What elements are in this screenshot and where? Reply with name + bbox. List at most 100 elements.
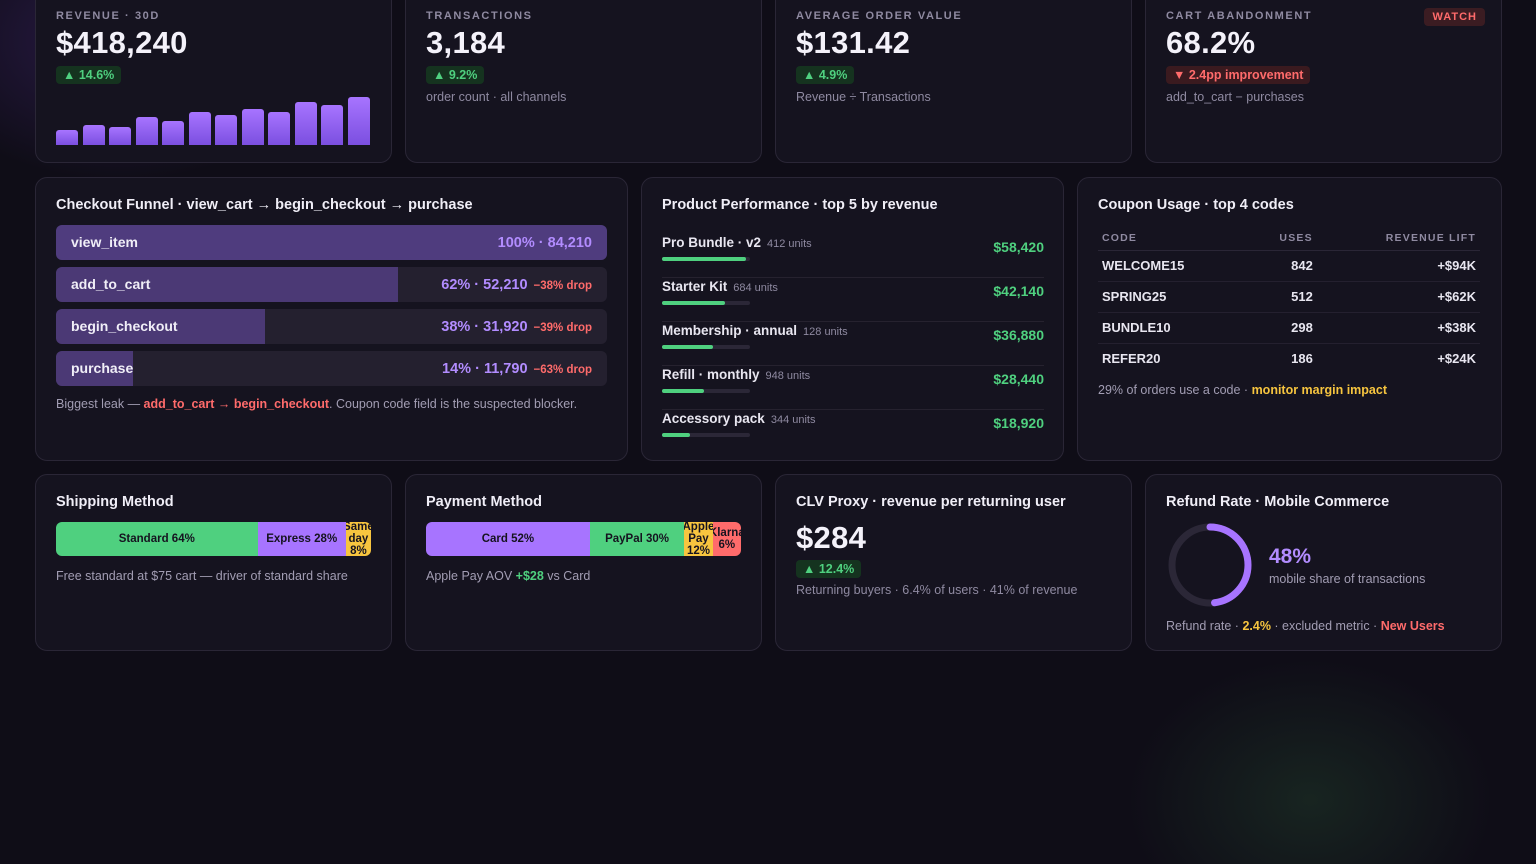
coupon-uses: 842: [1248, 250, 1317, 282]
product-units: 344 units: [770, 414, 816, 426]
funnel-step-name: add_to_cart: [71, 276, 151, 292]
funnel-step-stats: 38% · 31,920 −39% drop: [441, 309, 592, 344]
product-revenue: $58,420: [993, 239, 1044, 255]
footnote-text: Refund rate ·: [1166, 619, 1243, 633]
kpi-subtext: order count · all channels: [426, 90, 567, 104]
donut-arc: [1168, 523, 1252, 607]
footnote-highlight: New Users: [1380, 619, 1445, 633]
funnel-row[interactable]: begin_checkout 38% · 31,920 −39% drop: [56, 309, 607, 344]
sparkline-bar: [215, 114, 237, 145]
footnote-text: Apple Pay AOV: [426, 569, 516, 583]
table-row[interactable]: WELCOME15 842 +$94K: [1098, 250, 1480, 282]
shipping-segment[interactable]: Standard 64%: [56, 522, 258, 556]
product-units: 412 units: [767, 238, 812, 250]
funnel-bar-fill: [56, 225, 607, 260]
card-title: CLV Proxy · revenue per returning user: [796, 494, 1066, 510]
funnel-step-value: 62% · 52,210: [441, 277, 528, 293]
coupon-code: BUNDLE10: [1098, 312, 1249, 344]
coupon-footnote: 29% of orders use a code · monitor margi…: [1098, 383, 1387, 397]
kpi-card-transactions[interactable]: TRANSACTIONS 3,184 ▲ 9.2% order count · …: [405, 0, 762, 163]
kpi-delta-badge: ▲ 4.9%: [796, 66, 855, 84]
kpi-value: $418,240: [56, 25, 188, 60]
kpi-delta-badge: ▼ 2.4pp improvement: [1166, 66, 1311, 84]
sparkline-bar: [347, 97, 370, 145]
clv-subtext: Returning buyers · 6.4% of users · 41% o…: [796, 583, 1078, 597]
funnel-step-stats: 62% · 52,210 −38% drop: [441, 267, 592, 302]
funnel-row[interactable]: purchase 14% · 11,790 −63% drop: [56, 351, 607, 386]
product-share-bar: [662, 389, 705, 393]
sparkline-bar: [268, 111, 290, 145]
product-name: Accessory pack: [662, 411, 765, 426]
checkout-funnel-card: Checkout Funnel · view_cart → begin_chec…: [35, 177, 628, 461]
coupon-uses: 512: [1248, 281, 1317, 313]
funnel-step-value: 38% · 31,920: [441, 319, 528, 335]
kpi-subtext: add_to_cart − purchases: [1166, 90, 1304, 104]
product-share-bar: [662, 257, 747, 261]
funnel-drop-rate: −38% drop: [533, 280, 592, 292]
funnel-step-value: 100% · 84,210: [497, 235, 592, 251]
refund-footnote: Refund rate · 2.4% · excluded metric · N…: [1166, 619, 1445, 633]
coupon-revenue-lift: +$24K: [1437, 351, 1476, 367]
payment-segment[interactable]: Apple Pay 12%: [684, 522, 713, 556]
table-row[interactable]: BUNDLE10 298 +$38K: [1098, 312, 1480, 344]
kpi-subtext: Revenue ÷ Transactions: [796, 90, 931, 104]
product-row[interactable]: Accessory pack 344 units $18,920: [662, 410, 1044, 454]
product-units: 684 units: [733, 282, 778, 294]
sparkline-bar: [82, 124, 105, 145]
payment-segment[interactable]: PayPal 30%: [589, 522, 685, 556]
coupon-revenue-lift: +$38K: [1316, 312, 1480, 344]
payment-segment[interactable]: Card 52%: [426, 522, 590, 556]
funnel-row[interactable]: add_to_cart 62% · 52,210 −38% drop: [56, 267, 607, 302]
product-row[interactable]: Membership · annual 128 units $36,880: [662, 322, 1044, 366]
kpi-card-aov[interactable]: AVERAGE ORDER VALUE $131.42 ▲ 4.9% Reven…: [775, 0, 1132, 163]
product-name: Pro Bundle · v2: [662, 235, 762, 250]
product-share-track: [662, 257, 750, 261]
kpi-value: 3,184: [426, 25, 506, 60]
product-name: Starter Kit: [662, 279, 728, 294]
kpi-card-revenue[interactable]: REVENUE · 30D $418,240 ▲ 14.6%: [35, 0, 392, 163]
coupon-revenue-lift: +$94K: [1316, 250, 1480, 282]
funnel-step-value: 14% · 11,790: [442, 361, 528, 377]
product-row[interactable]: Starter Kit 684 units $42,140: [662, 278, 1044, 322]
table-row[interactable]: REFER20 186 +$24K: [1098, 343, 1480, 374]
footnote-text: . Coupon code field is the suspected blo…: [329, 397, 578, 411]
funnel-row[interactable]: view_item 100% · 84,210: [56, 225, 607, 260]
payment-method-card: Payment Method Card 52%PayPal 30%Apple P…: [405, 474, 762, 651]
coupon-revenue-lift: +$62K: [1316, 281, 1480, 313]
coupon-uses: 298: [1248, 312, 1317, 344]
product-name-cell: Pro Bundle · v2 412 units: [662, 235, 812, 250]
sparkline-bar: [294, 101, 317, 145]
funnel-footnote: Biggest leak — add_to_cart → begin_check…: [56, 397, 577, 411]
shipping-segment[interactable]: Express 28%: [257, 522, 346, 556]
card-title: Checkout Funnel · view_cart → begin_chec…: [56, 197, 473, 213]
kpi-delta-badge: ▲ 14.6%: [56, 66, 122, 84]
table-row[interactable]: SPRING25 512 +$62K: [1098, 281, 1480, 313]
product-revenue: $42,140: [993, 283, 1044, 299]
product-name-cell: Accessory pack 344 units: [662, 411, 815, 426]
card-title: Payment Method: [426, 494, 543, 510]
product-revenue: $18,920: [993, 415, 1044, 431]
sparkline-bar: [321, 104, 343, 145]
payment-segment[interactable]: Klarna 6%: [712, 522, 741, 556]
product-row[interactable]: Pro Bundle · v2 412 units $58,420: [662, 234, 1044, 278]
funnel-bar-fill: [56, 267, 398, 302]
shipping-method-card: Shipping Method Standard 64%Express 28%S…: [35, 474, 392, 651]
funnel-step-name: begin_checkout: [71, 318, 178, 334]
kpi-card-cart-abandonment[interactable]: CART ABANDONMENT WATCH 68.2% ▼ 2.4pp imp…: [1145, 0, 1502, 163]
product-share-bar: [662, 433, 691, 437]
shipping-stacked-bar: Standard 64%Express 28%Same day 8%: [56, 522, 371, 556]
sparkline-bar: [188, 112, 211, 145]
payment-stacked-bar: Card 52%PayPal 30%Apple Pay 12%Klarna 6%: [426, 522, 741, 556]
mobile-share-value: 48%: [1269, 545, 1312, 568]
shipping-segment[interactable]: Same day 8%: [345, 522, 371, 556]
footnote-text: 29% of orders use a code ·: [1098, 383, 1252, 397]
coupon-usage-card: Coupon Usage · top 4 codes CODE USES REV…: [1077, 177, 1502, 461]
funnel-bar-fill: [56, 351, 134, 386]
funnel-bar-fill: [56, 309, 266, 344]
product-row[interactable]: Refill · monthly 948 units $28,440: [662, 366, 1044, 410]
sparkline-bar: [135, 117, 158, 145]
funnel-step-name: view_item: [71, 234, 138, 250]
product-name: Refill · monthly: [662, 367, 760, 382]
coupon-code: WELCOME15: [1098, 250, 1249, 282]
column-header-revenue-lift: REVENUE LIFT: [1316, 226, 1480, 251]
